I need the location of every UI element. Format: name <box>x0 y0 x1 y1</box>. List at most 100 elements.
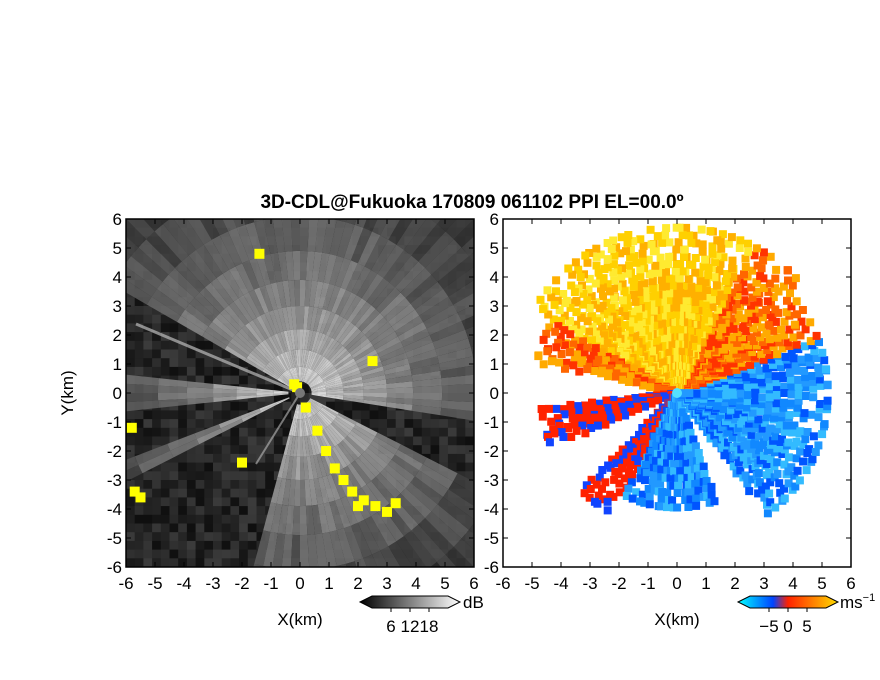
noise-cell <box>213 401 223 411</box>
velocity-cell <box>645 492 654 501</box>
noise-cell <box>465 462 474 472</box>
noise-cell <box>439 436 449 446</box>
noise-cell <box>178 558 188 567</box>
noise-cell <box>465 471 474 481</box>
noise-cell <box>213 523 223 533</box>
velocity-cell <box>564 264 573 273</box>
velocity-cell <box>626 245 635 254</box>
velocity-cell <box>717 315 726 324</box>
velocity-cell <box>729 462 738 471</box>
snr-beam-cell <box>309 435 317 456</box>
noise-cell <box>169 358 179 368</box>
y-tick-label: -2 <box>107 442 122 461</box>
snr-beam-cell <box>412 378 442 388</box>
velocity-cell <box>667 340 676 348</box>
velocity-cell <box>707 490 716 499</box>
snr-beam-cell <box>158 398 188 408</box>
velocity-cell <box>660 393 669 402</box>
velocity-cell <box>641 460 650 469</box>
noise-cell <box>256 471 266 481</box>
snr-beam-cell <box>275 397 290 404</box>
velocity-cell <box>645 323 654 332</box>
snr-beam-cell <box>326 390 344 393</box>
velocity-cell <box>615 347 624 356</box>
velocity-cell <box>618 264 626 273</box>
noise-cell <box>195 445 205 455</box>
velocity-cell <box>672 303 681 312</box>
snr-beam-cell <box>336 414 356 428</box>
velocity-cell <box>765 393 774 402</box>
snr-beam-cell <box>286 435 294 456</box>
velocity-cell <box>585 419 594 428</box>
noise-cell <box>160 488 170 498</box>
velocity-cell <box>646 383 655 392</box>
snr-beam-cell <box>283 330 291 351</box>
snr-beam-cell <box>391 454 420 477</box>
noise-cell <box>239 471 249 481</box>
velocity-cell <box>539 305 548 314</box>
snr-beam-cell <box>431 247 469 282</box>
velocity-cell <box>772 383 781 392</box>
velocity-cell <box>686 428 695 437</box>
snr-beam-cell <box>307 372 318 385</box>
snr-beam-cell <box>236 224 257 261</box>
velocity-cell <box>644 485 653 493</box>
noise-cell <box>134 340 144 350</box>
snr-beam-cell <box>260 403 277 413</box>
velocity-cell <box>729 390 738 399</box>
snr-beam-cell <box>204 282 229 309</box>
velocity-cell <box>732 300 741 308</box>
snr-beam-cell <box>236 386 257 391</box>
velocity-cell <box>756 333 765 342</box>
snr-beam-cell <box>469 523 474 534</box>
snr-beam-cell <box>248 289 265 316</box>
velocity-cell <box>572 426 581 435</box>
noise-cell <box>186 340 196 350</box>
velocity-cell <box>741 263 750 271</box>
noise-cell <box>186 506 196 516</box>
velocity-cell <box>687 312 696 320</box>
snr-beam-cell <box>229 338 251 356</box>
snr-beam-cell <box>330 347 348 364</box>
snr-beam-cell <box>176 315 206 337</box>
velocity-cell <box>779 398 788 407</box>
velocity-cell <box>683 473 692 482</box>
velocity-cell <box>542 329 551 338</box>
snr-beam-cell <box>309 569 322 610</box>
velocity-cell <box>820 420 829 429</box>
velocity-cell <box>736 394 745 403</box>
noise-cell <box>204 366 214 376</box>
velocity-cell <box>718 308 727 316</box>
snr-beam-cell <box>342 328 362 348</box>
noise-cell <box>169 497 179 507</box>
noise-cell <box>282 401 292 411</box>
noise-cell <box>204 532 214 542</box>
noise-cell <box>195 488 205 498</box>
velocity-cell <box>773 391 781 399</box>
velocity-cell <box>800 409 809 418</box>
snr-beam-cell <box>243 219 255 225</box>
y-tick-label: 5 <box>490 239 499 258</box>
snr-beam-cell <box>363 396 387 403</box>
noise-cell <box>134 419 144 429</box>
y-tick-label: -5 <box>484 529 499 548</box>
velocity-cell <box>595 304 604 313</box>
snr-beam-cell <box>308 400 320 412</box>
x-tick-label: -2 <box>234 574 249 593</box>
velocity-cell <box>786 375 795 384</box>
velocity-cell <box>559 433 568 441</box>
velocity-cell <box>766 311 775 319</box>
velocity-cell <box>621 351 630 360</box>
noise-cell <box>213 506 223 516</box>
velocity-cell <box>693 389 702 398</box>
snr-beam-cell <box>441 393 474 403</box>
velocity-cell <box>603 280 612 289</box>
velocity-cell <box>810 347 819 356</box>
snr-beam-cell <box>300 349 303 367</box>
snr-beam-cell <box>248 320 266 342</box>
snr-beam-cell <box>219 231 243 267</box>
velocity-cell <box>680 318 689 327</box>
snr-beam-cell <box>334 444 352 466</box>
noise-cell <box>195 453 205 463</box>
snr-beam-cell <box>322 532 337 567</box>
